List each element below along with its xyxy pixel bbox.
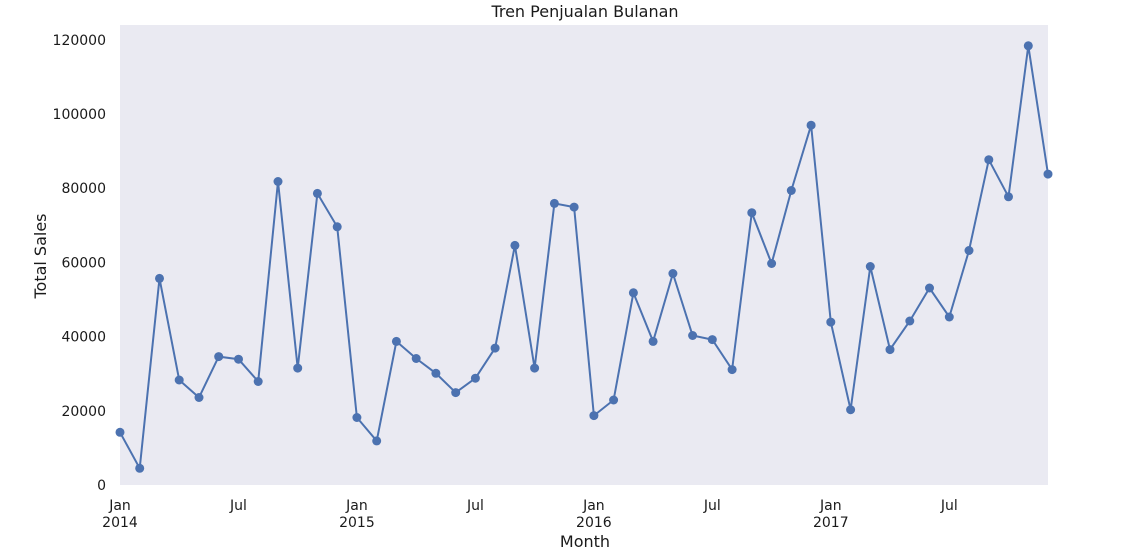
data-point <box>707 335 717 345</box>
data-point <box>234 354 243 364</box>
data-point <box>372 436 382 446</box>
data-point <box>648 336 658 346</box>
series-line <box>119 45 1049 472</box>
data-point <box>984 155 994 165</box>
x-tick-label: Jan <box>819 498 842 514</box>
data-point <box>293 363 303 373</box>
data-point <box>1043 169 1053 179</box>
data-point <box>609 395 619 405</box>
x-tick-year-label: 2014 <box>102 515 138 531</box>
data-point <box>273 177 283 186</box>
data-point <box>688 331 698 340</box>
y-tick-label: 80000 <box>61 181 106 197</box>
data-point <box>194 393 204 402</box>
data-point <box>470 373 480 383</box>
data-point <box>747 208 757 218</box>
data-point <box>786 186 796 195</box>
y-tick-label: 0 <box>97 478 106 494</box>
data-point <box>115 427 125 437</box>
x-tick-label: Jan <box>108 498 131 514</box>
data-point <box>332 222 342 232</box>
data-point <box>905 316 915 326</box>
data-point <box>589 411 599 421</box>
x-tick-label: Jul <box>229 498 247 514</box>
data-point <box>174 375 184 385</box>
data-point <box>727 365 737 375</box>
y-tick-label: 20000 <box>61 404 106 420</box>
data-point <box>925 283 934 293</box>
x-axis-label: Month <box>560 532 610 551</box>
y-tick-label: 40000 <box>61 330 106 346</box>
data-point <box>569 202 579 212</box>
data-point <box>411 354 421 363</box>
data-point <box>510 240 520 250</box>
data-point <box>964 246 974 255</box>
data-point <box>668 269 678 278</box>
data-point <box>352 413 362 422</box>
data-point <box>806 120 816 130</box>
data-point <box>253 377 263 386</box>
y-tick-label: 120000 <box>53 33 106 49</box>
data-point <box>628 288 638 298</box>
data-point <box>1023 41 1033 51</box>
x-tick-year-label: 2016 <box>576 515 612 531</box>
data-point <box>135 463 145 473</box>
data-point <box>1004 192 1013 202</box>
x-tick-label: Jul <box>703 498 721 514</box>
x-tick-year-label: 2015 <box>339 515 375 531</box>
series-points <box>115 41 1053 473</box>
chart-title: Tren Penjualan Bulanan <box>490 2 678 21</box>
data-point <box>214 352 224 362</box>
y-tick-label: 60000 <box>61 255 106 271</box>
x-tick-label: Jan <box>582 498 605 514</box>
plot-area <box>120 25 1048 485</box>
data-point <box>885 345 895 355</box>
data-point <box>549 198 559 208</box>
y-axis-label: Total Sales <box>31 213 50 299</box>
data-point <box>826 317 836 327</box>
y-axis-ticks: 0 20000 40000 60000 80000 100000 120000 <box>53 33 106 494</box>
data-point <box>312 188 322 198</box>
data-point <box>391 336 401 346</box>
data-point <box>490 343 500 353</box>
data-point <box>451 388 461 398</box>
x-tick-year-label: 2017 <box>813 515 849 531</box>
y-tick-label: 100000 <box>53 107 106 123</box>
x-tick-label: Jan <box>345 498 368 514</box>
x-tick-label: Jul <box>940 498 958 514</box>
data-point <box>530 363 540 373</box>
data-point <box>944 312 954 322</box>
data-point <box>846 405 856 415</box>
data-point <box>431 368 441 378</box>
x-tick-label: Jul <box>466 498 484 514</box>
data-point <box>767 259 777 268</box>
data-point <box>865 262 875 271</box>
data-point <box>155 273 164 283</box>
